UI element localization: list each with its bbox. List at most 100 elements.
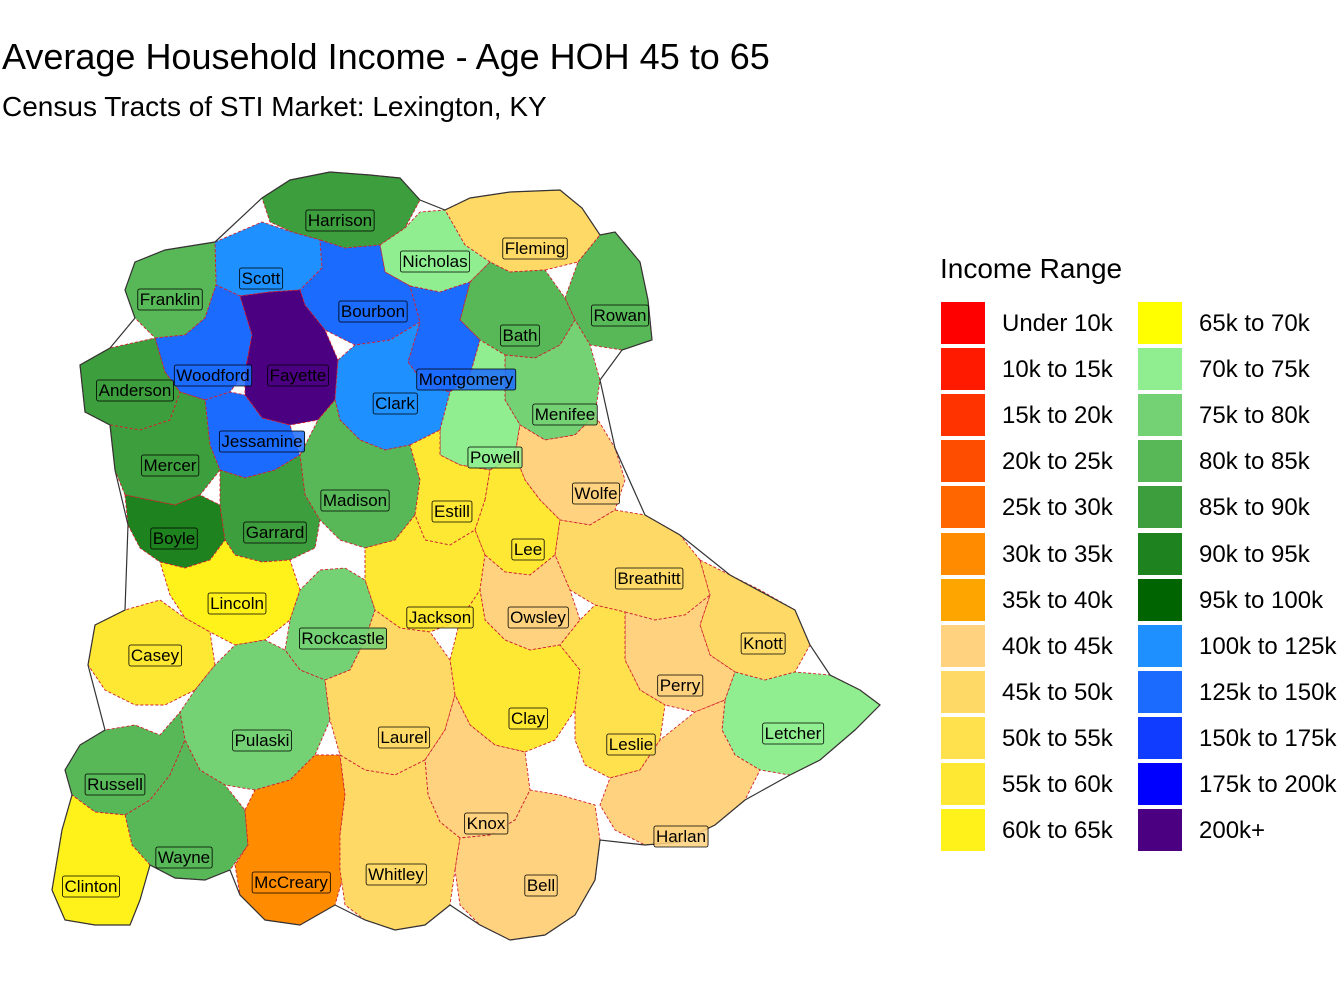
svg-text:Montgomery: Montgomery [419, 370, 514, 389]
legend-key [941, 486, 985, 529]
svg-text:Lee: Lee [514, 540, 542, 559]
county-label: Anderson [96, 379, 174, 402]
county-label: Fleming [502, 237, 568, 260]
svg-text:Woodford: Woodford [176, 366, 249, 385]
county-region [334, 321, 451, 451]
county-label: Clark [372, 392, 418, 415]
legend-label: 70k to 75k [1199, 356, 1310, 384]
svg-text:Garrard: Garrard [246, 523, 305, 542]
legend-key [1138, 302, 1182, 344]
county-label: Jessamine [218, 430, 306, 453]
svg-text:Lincoln: Lincoln [210, 594, 264, 613]
svg-text:Knott: Knott [743, 634, 783, 653]
county-label: Rockcastle [299, 627, 387, 650]
legend-key [941, 302, 985, 344]
svg-text:Powell: Powell [470, 448, 520, 467]
legend-key [1138, 394, 1182, 437]
svg-text:Anderson: Anderson [99, 381, 172, 400]
county-label: Nicholas [399, 250, 471, 273]
county-label: Lee [511, 538, 545, 561]
svg-text:Harlan: Harlan [656, 827, 706, 846]
svg-text:Bell: Bell [527, 876, 555, 895]
county-label: Letcher [762, 722, 825, 745]
legend-key [1138, 716, 1182, 759]
svg-text:Clay: Clay [511, 709, 546, 728]
map-subtitle: Census Tracts of STI Market: Lexington, … [2, 91, 547, 122]
county-label: Knox [464, 812, 509, 835]
legend-label: 85k to 90k [1199, 494, 1310, 522]
legend-label: 175k to 200k [1199, 771, 1337, 798]
legend-label: 50k to 55k [1002, 724, 1113, 752]
legend-label: 20k to 25k [1002, 448, 1113, 476]
svg-text:Wolfe: Wolfe [574, 484, 617, 503]
county-label: Franklin [137, 288, 203, 311]
county-label: Lincoln [207, 592, 267, 615]
svg-text:Clinton: Clinton [65, 877, 118, 896]
legend-label: 45k to 50k [1002, 678, 1113, 706]
svg-text:Laurel: Laurel [380, 728, 427, 747]
legend-label: 95k to 100k [1199, 586, 1324, 614]
legend-label: 10k to 15k [1002, 356, 1113, 384]
county-label: Estill [431, 500, 473, 523]
legend-key [941, 624, 985, 667]
svg-text:Clark: Clark [375, 394, 415, 413]
svg-text:Bath: Bath [503, 326, 538, 345]
county-label: Wayne [155, 846, 213, 869]
legend-key [941, 716, 985, 759]
county-label: Menifee [532, 403, 598, 426]
svg-text:Nicholas: Nicholas [402, 252, 467, 271]
county-label: Bath [500, 324, 540, 347]
legend-label: 60k to 65k [1002, 817, 1113, 845]
county-region [599, 699, 761, 846]
legend-key [1138, 809, 1182, 852]
svg-text:Rockcastle: Rockcastle [301, 629, 384, 648]
svg-text:Boyle: Boyle [153, 529, 196, 548]
svg-text:Madison: Madison [323, 491, 387, 510]
legend-label: 30k to 35k [1002, 540, 1113, 568]
svg-text:Harrison: Harrison [308, 211, 372, 230]
svg-text:Fleming: Fleming [505, 239, 565, 258]
county-label: Montgomery [416, 368, 517, 391]
svg-text:Wayne: Wayne [158, 848, 210, 867]
legend-key [941, 763, 985, 805]
county-label: Woodford [173, 364, 253, 387]
legend-label: 80k to 85k [1199, 448, 1310, 476]
svg-text:Jessamine: Jessamine [221, 432, 302, 451]
legend-title: Income Range [940, 253, 1123, 284]
legend-label: 150k to 175k [1199, 724, 1337, 752]
county-label: Fayette [267, 364, 329, 387]
legend-key [1138, 532, 1182, 575]
county-label: Mercer [141, 454, 200, 477]
county-label: Clay [508, 707, 548, 730]
legend-label: Under 10k [1002, 310, 1113, 337]
svg-text:Estill: Estill [434, 502, 470, 521]
county-label: Leslie [606, 733, 656, 756]
county-label: Bell [524, 874, 558, 897]
svg-text:Russell: Russell [87, 775, 143, 794]
legend-key [1138, 578, 1182, 621]
svg-text:Bourbon: Bourbon [341, 302, 405, 321]
svg-text:Scott: Scott [242, 269, 281, 288]
county-label: Bourbon [338, 300, 408, 323]
legend-key [941, 809, 985, 852]
legend-label: 40k to 45k [1002, 632, 1113, 660]
county-label: Owsley [507, 606, 569, 629]
svg-text:Fayette: Fayette [270, 366, 327, 385]
county-label: Boyle [150, 527, 198, 550]
legend-key [1138, 348, 1182, 391]
county-label: Casey [128, 644, 182, 667]
legend-key [941, 578, 985, 621]
svg-text:Owsley: Owsley [510, 608, 566, 627]
svg-text:Pulaski: Pulaski [235, 731, 290, 750]
legend-label: 55k to 60k [1002, 771, 1113, 798]
svg-text:Franklin: Franklin [140, 290, 200, 309]
county-label: Jackson [406, 606, 474, 629]
svg-text:Rowan: Rowan [594, 306, 647, 325]
county-label: Russell [84, 773, 146, 796]
county-label: Powell [467, 446, 523, 469]
legend-key [941, 670, 985, 713]
county-label: Scott [239, 267, 284, 290]
legend-label: 90k to 95k [1199, 540, 1310, 568]
legend-key [1138, 670, 1182, 713]
svg-text:Jackson: Jackson [409, 608, 471, 627]
